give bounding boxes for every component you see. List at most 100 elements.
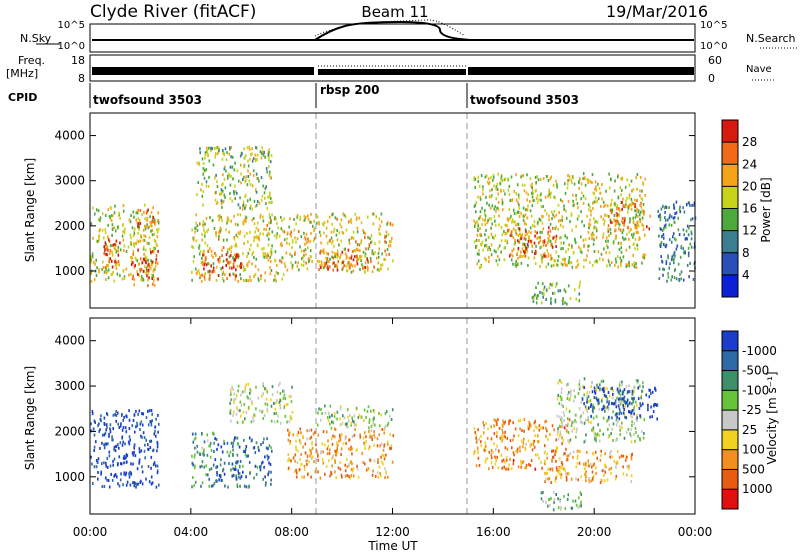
velocity-cell xyxy=(524,466,526,470)
power-cell xyxy=(579,177,581,181)
velocity-cell xyxy=(103,422,106,425)
power-cell xyxy=(613,189,616,193)
power-cell xyxy=(545,255,547,259)
power-cell xyxy=(524,228,527,232)
power-cell xyxy=(501,179,504,182)
velocity-cell xyxy=(637,397,640,401)
power-cell xyxy=(252,157,255,161)
power-cell xyxy=(688,226,690,230)
velocity-cell xyxy=(555,459,557,463)
velocity-cell xyxy=(383,443,386,447)
velocity-cell xyxy=(611,427,613,431)
power-cell xyxy=(583,258,585,262)
power-cell xyxy=(485,228,487,232)
power-cell xyxy=(154,222,156,226)
power-cell xyxy=(230,246,232,249)
power-cell xyxy=(507,177,509,181)
power-cell xyxy=(195,213,198,217)
velocity-cell xyxy=(254,464,257,468)
velocity-cell xyxy=(237,471,240,475)
velocity-cell xyxy=(361,452,363,455)
velocity-cell xyxy=(628,384,630,388)
power-cell xyxy=(130,214,132,217)
nave-label: Nave xyxy=(746,64,772,75)
velocity-cell xyxy=(575,435,577,439)
velocity-cell xyxy=(357,475,360,479)
power-cell xyxy=(516,252,518,256)
velocity-cell xyxy=(113,474,115,478)
power-cell xyxy=(359,255,361,259)
velocity-cell xyxy=(310,457,313,460)
power-cell xyxy=(600,215,602,219)
power-cell xyxy=(358,243,361,247)
power-cell xyxy=(475,245,477,248)
power-cell xyxy=(492,175,495,179)
power-cell xyxy=(379,224,381,228)
velocity-cell xyxy=(270,419,273,423)
velocity-cell xyxy=(533,445,536,449)
power-cell xyxy=(344,252,347,256)
velocity-cell xyxy=(573,389,575,393)
power-cell xyxy=(628,230,630,234)
power-cell xyxy=(539,218,542,222)
power-cell xyxy=(524,245,527,249)
power-cell xyxy=(593,238,595,242)
power-cell xyxy=(281,256,284,260)
power-cell xyxy=(268,165,270,169)
power-cell xyxy=(101,228,104,232)
velocity-cell xyxy=(238,475,240,479)
velocity-cell xyxy=(561,462,564,466)
velocity-cell xyxy=(93,449,95,452)
velocity-cell xyxy=(566,417,569,421)
power-cell xyxy=(269,250,272,254)
power-cell xyxy=(300,257,303,261)
power-cell xyxy=(211,147,213,151)
power-cell xyxy=(262,150,264,154)
velocity-cell xyxy=(603,479,606,483)
power-cell xyxy=(290,234,292,238)
velocity-cell xyxy=(243,389,246,393)
power-cell xyxy=(587,248,589,252)
cpid-segment-3: twofsound 3503 xyxy=(470,93,579,107)
power-cell xyxy=(512,236,515,239)
power-cell xyxy=(344,215,347,219)
power-cell xyxy=(238,264,241,268)
power-cell xyxy=(605,244,608,248)
power-cell xyxy=(221,266,224,270)
power-cell xyxy=(624,205,627,209)
velocity-cell xyxy=(106,478,108,482)
power-cell xyxy=(133,232,136,236)
colorbar-tick-label: -100 xyxy=(742,383,769,397)
power-cell xyxy=(259,150,262,154)
power-cell xyxy=(535,189,537,192)
power-cell xyxy=(107,223,109,227)
power-cell xyxy=(519,237,521,241)
velocity-cell xyxy=(317,433,320,437)
power-cell xyxy=(215,231,217,235)
power-cell xyxy=(497,201,500,204)
power-cell xyxy=(621,236,624,240)
power-cell xyxy=(250,278,252,282)
velocity-cell xyxy=(601,469,604,473)
power-cell xyxy=(191,278,193,282)
velocity-cell xyxy=(552,449,554,453)
power-cell xyxy=(495,185,498,189)
power-cell xyxy=(228,261,230,264)
power-cell xyxy=(635,266,638,269)
velocity-cell xyxy=(245,475,247,479)
velocity-cell xyxy=(296,471,298,475)
power-cell xyxy=(153,238,156,242)
power-cell xyxy=(203,267,205,271)
power-cell xyxy=(196,224,199,228)
power-cell xyxy=(666,279,668,283)
power-cell xyxy=(239,213,242,217)
power-cell xyxy=(339,256,341,259)
velocity-cell xyxy=(241,420,244,424)
velocity-cell xyxy=(522,444,524,448)
power-cell xyxy=(615,219,618,223)
power-cell xyxy=(248,179,251,183)
power-cell xyxy=(545,265,548,269)
velocity-cell xyxy=(594,437,596,441)
velocity-cell xyxy=(282,389,284,393)
power-cell xyxy=(266,252,269,256)
